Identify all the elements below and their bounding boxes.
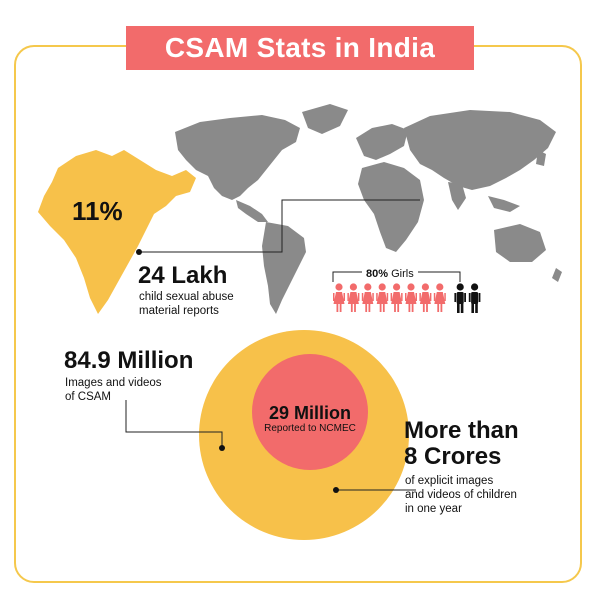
csam-value: 84.9 Million <box>64 347 194 374</box>
crores-value: More than 8 Crores <box>404 418 519 470</box>
girl-figure-icon <box>433 283 446 312</box>
csam-desc-line1: Images and videos <box>65 377 162 389</box>
reports-desc-line2: material reports <box>139 305 219 317</box>
girl-figure-icon <box>419 283 432 312</box>
girl-figure-icon <box>361 283 374 312</box>
girl-figure-icon <box>405 283 417 312</box>
connector-lines <box>125 199 420 491</box>
ncmec-label: 29 Million Reported to NCMEC <box>252 403 368 435</box>
india-percent: 11% <box>72 196 123 226</box>
csam-description: Images and videos of CSAM <box>65 376 162 404</box>
crores-description: of explicit images and videos of childre… <box>405 474 517 516</box>
girls-text: Girls <box>391 268 414 280</box>
csam-dot <box>219 445 225 451</box>
csam-desc-line2: of CSAM <box>65 391 112 403</box>
girl-figure-icon <box>347 283 360 312</box>
reports-desc-line1: child sexual abuse <box>139 291 234 303</box>
crores-desc-line3: in one year <box>405 503 462 515</box>
reports-dot <box>136 249 142 255</box>
boy-figure-icon <box>454 283 466 313</box>
girl-figure-icon <box>390 283 403 312</box>
girls-percent: 80% <box>366 268 389 280</box>
ncmec-description: Reported to NCMEC <box>264 423 356 434</box>
girl-figure-icon <box>333 283 345 312</box>
world-map-icon <box>175 104 562 314</box>
girl-figure-icon <box>376 283 389 312</box>
ncmec-value: 29 Million <box>268 403 351 423</box>
ncmec-circle <box>252 354 368 470</box>
reports-description: child sexual abuse material reports <box>139 290 234 318</box>
crores-value-line2: 8 Crores <box>404 443 502 470</box>
page-title: CSAM Stats in India <box>126 26 474 70</box>
people-icons <box>333 283 481 313</box>
girls-label: 80% Girls <box>362 268 418 280</box>
india-map-icon <box>38 150 196 314</box>
reports-value: 24 Lakh <box>138 262 228 289</box>
crores-desc-line1: of explicit images <box>405 475 494 487</box>
crores-desc-line2: and videos of children <box>405 489 517 501</box>
boy-figure-icon <box>468 283 481 313</box>
crores-value-line1: More than <box>404 417 519 444</box>
crores-dot <box>333 487 339 493</box>
